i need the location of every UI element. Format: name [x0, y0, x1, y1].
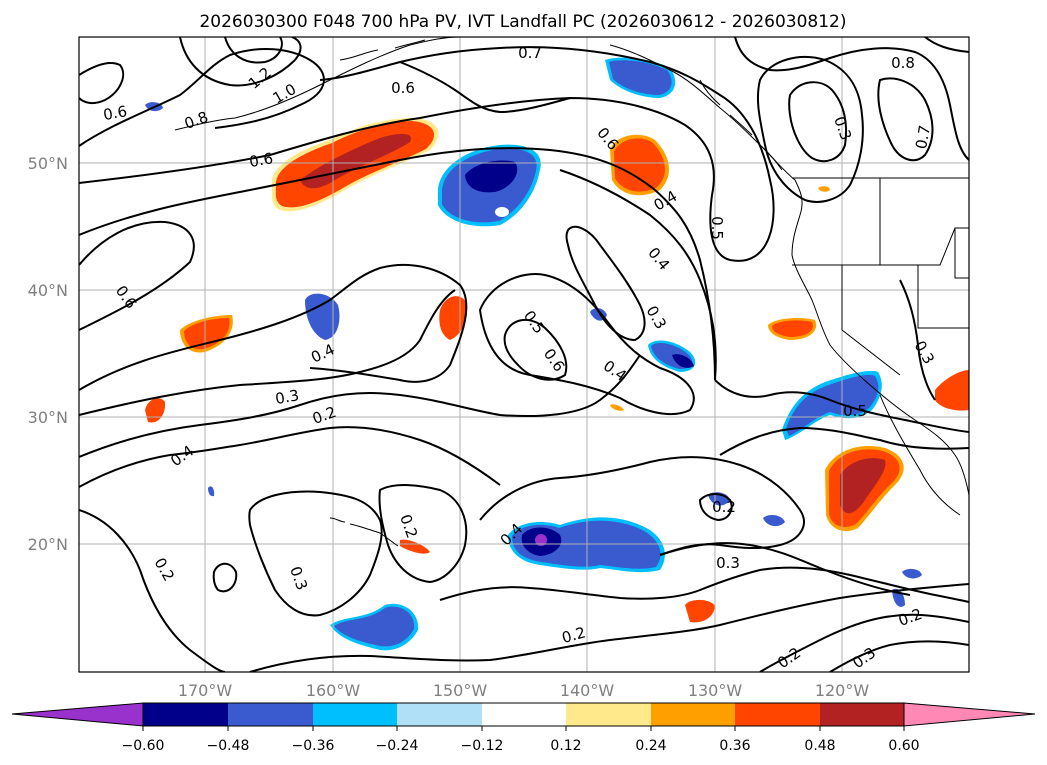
- contour-label: 0.8: [891, 54, 915, 72]
- lon-tick-label: 130°W: [688, 681, 743, 700]
- colorbar-tick-label: −0.60: [122, 738, 165, 754]
- contour-label: 0.2: [560, 623, 588, 647]
- colorbar-tick-label: 0.24: [635, 738, 666, 754]
- contour-label: 0.5: [708, 216, 726, 240]
- colorbar-tick-label: −0.12: [461, 738, 504, 754]
- colorbar-segment: [313, 703, 397, 726]
- colorbar-tick-label: 0.12: [550, 738, 581, 754]
- lon-tick-label: 170°W: [178, 681, 233, 700]
- colorbar-tick-label: 0.36: [719, 738, 750, 754]
- colorbar-segment: [651, 703, 735, 726]
- lat-tick-label: 30°N: [28, 408, 68, 427]
- positive-anomaly-fills: [145, 118, 969, 623]
- colorbar: −0.60 −0.48 −0.36 −0.24 −0.12 0.12 0.24 …: [11, 702, 1036, 754]
- contour-label: 0.2: [712, 498, 736, 516]
- lat-tick-label: 20°N: [28, 535, 68, 554]
- colorbar-segment: [735, 703, 820, 726]
- coastlines: [174, 37, 969, 547]
- colorbar-segment: [566, 703, 651, 726]
- colorbar-tick-label: 0.60: [888, 738, 919, 754]
- lat-tick-label: 50°N: [28, 154, 68, 173]
- contour-label: 0.3: [274, 386, 301, 408]
- colorbar-segment: [397, 703, 482, 726]
- map-frame: [78, 36, 970, 673]
- negative-anomaly-fills: [145, 57, 922, 651]
- colorbar-tick-label: −0.24: [376, 738, 419, 754]
- lon-tick-label: 120°W: [815, 681, 870, 700]
- contour-label: 0.6: [391, 79, 415, 97]
- contour-label: 0.7: [518, 44, 542, 62]
- contour-label: 0.6: [102, 102, 129, 124]
- colorbar-segment: [143, 703, 228, 726]
- lat-tick-label: 40°N: [28, 281, 68, 300]
- map-area: 0.7 0.8 1.2 1.0 0.6 0.6 0.8 0.6 0.6 0.3 …: [79, 37, 969, 672]
- colorbar-tick-label: 0.48: [804, 738, 835, 754]
- pv-contours: [79, 37, 969, 672]
- contour-label: 0.3: [716, 554, 740, 572]
- contour-label: 0.5: [843, 402, 867, 420]
- figure-title: 2026030300 F048 700 hPa PV, IVT Landfall…: [199, 12, 846, 32]
- colorbar-segment: [820, 703, 904, 726]
- contour-label: 0.7: [912, 124, 934, 151]
- colorbar-tick-label: −0.48: [207, 738, 250, 754]
- lon-tick-label: 140°W: [560, 681, 615, 700]
- colorbar-tick-label: −0.36: [292, 738, 335, 754]
- lon-tick-label: 150°W: [433, 681, 488, 700]
- longitude-axis: 170°W 160°W 150°W 140°W 130°W 120°W: [178, 681, 870, 700]
- colorbar-extend-min: [11, 702, 144, 727]
- colorbar-segment: [228, 703, 313, 726]
- contour-label: 0.6: [248, 149, 275, 171]
- colorbar-segment: [482, 703, 566, 726]
- colorbar-extend-max: [903, 702, 1036, 727]
- lon-tick-label: 160°W: [306, 681, 361, 700]
- latitude-axis: 50°N 40°N 30°N 20°N: [28, 154, 68, 554]
